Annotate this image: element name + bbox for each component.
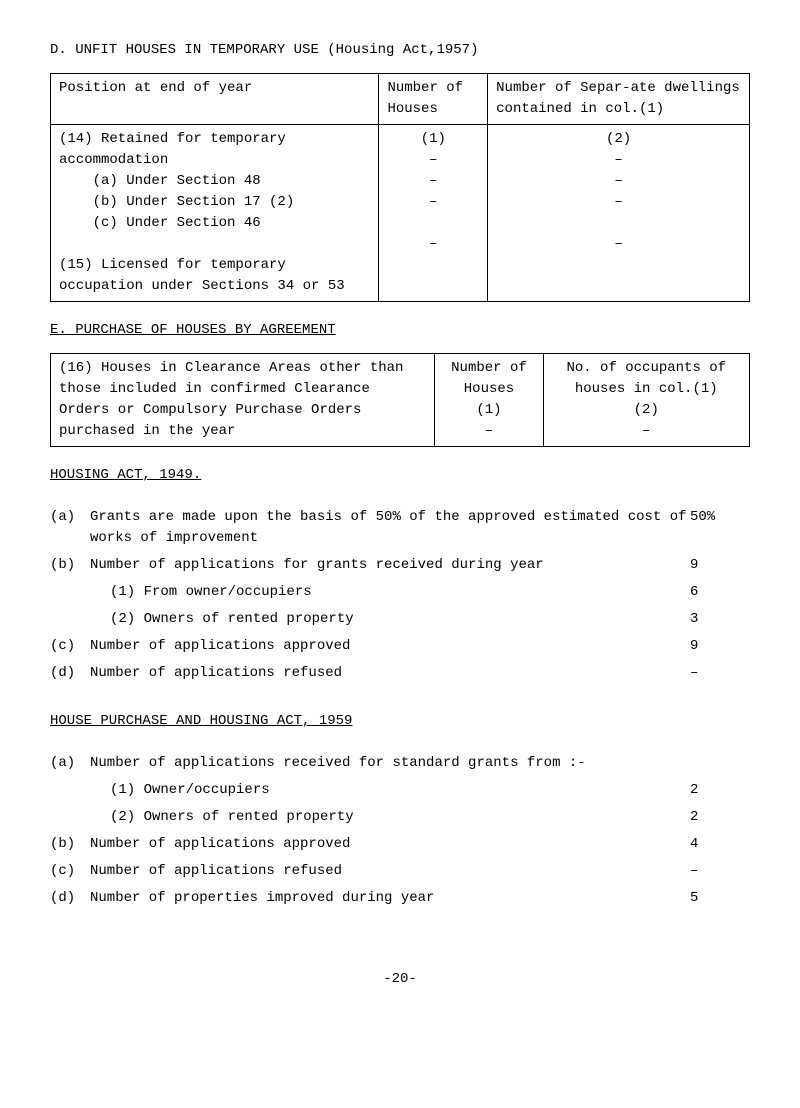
item-value: – bbox=[690, 861, 750, 882]
item-value: 2 bbox=[690, 780, 750, 801]
table-cell: No. of occupants of houses in col.(1) (2… bbox=[543, 354, 749, 447]
list-item: (d) Number of properties improved during… bbox=[50, 888, 750, 909]
item-text: (1) From owner/occupiers bbox=[110, 582, 690, 603]
list-item: (b) Number of applications for grants re… bbox=[50, 555, 750, 576]
item-value: 5 bbox=[690, 888, 750, 909]
item-value: 9 bbox=[690, 555, 750, 576]
list-item: (a) Number of applications received for … bbox=[50, 753, 750, 774]
list-item: (2) Owners of rented property 3 bbox=[50, 609, 750, 630]
item-text: Number of applications approved bbox=[90, 636, 690, 657]
list-item: (a) Grants are made upon the basis of 50… bbox=[50, 507, 750, 549]
table-row: Position at end of year Number of Houses… bbox=[51, 74, 750, 125]
item-value: 3 bbox=[690, 609, 750, 630]
item-text: (1) Owner/occupiers bbox=[110, 780, 690, 801]
table-e: (16) Houses in Clearance Areas other tha… bbox=[50, 353, 750, 447]
section-e-heading: E. PURCHASE OF HOUSES BY AGREEMENT bbox=[50, 320, 750, 341]
item-label: (d) bbox=[50, 888, 90, 909]
list-item: (2) Owners of rented property 2 bbox=[50, 807, 750, 828]
item-text: (2) Owners of rented property bbox=[110, 609, 690, 630]
item-value: – bbox=[690, 663, 750, 684]
table-cell: (16) Houses in Clearance Areas other tha… bbox=[51, 354, 435, 447]
list-item: (d) Number of applications refused – bbox=[50, 663, 750, 684]
list-item: (1) From owner/occupiers 6 bbox=[50, 582, 750, 603]
item-text: Grants are made upon the basis of 50% of… bbox=[90, 507, 690, 549]
item-label: (a) bbox=[50, 753, 90, 774]
item-text: (2) Owners of rented property bbox=[110, 807, 690, 828]
table-header-cell: Position at end of year bbox=[51, 74, 379, 125]
item-text: Number of applications received for stan… bbox=[90, 753, 690, 774]
item-label: (a) bbox=[50, 507, 90, 549]
item-label: (c) bbox=[50, 861, 90, 882]
table-row: (14) Retained for temporary accommodatio… bbox=[51, 125, 750, 302]
item-label: (d) bbox=[50, 663, 90, 684]
item-text: Number of applications approved bbox=[90, 834, 690, 855]
page-number: -20- bbox=[50, 969, 750, 990]
table-row: (16) Houses in Clearance Areas other tha… bbox=[51, 354, 750, 447]
item-value bbox=[690, 753, 750, 774]
table-cell: Number of Houses (1) – bbox=[435, 354, 543, 447]
table-d: Position at end of year Number of Houses… bbox=[50, 73, 750, 302]
table-header-cell: Number of Separ-ate dwellings contained … bbox=[488, 74, 750, 125]
table-cell: (1) – – – – bbox=[379, 125, 488, 302]
item-label: (b) bbox=[50, 555, 90, 576]
table-cell: (2) – – – – bbox=[488, 125, 750, 302]
section-d-heading: D. UNFIT HOUSES IN TEMPORARY USE (Housin… bbox=[50, 40, 750, 61]
item-value: 2 bbox=[690, 807, 750, 828]
table-cell: (14) Retained for temporary accommodatio… bbox=[51, 125, 379, 302]
item-value: 50% bbox=[690, 507, 750, 549]
list-item: (b) Number of applications approved 4 bbox=[50, 834, 750, 855]
item-value: 6 bbox=[690, 582, 750, 603]
list-item: (1) Owner/occupiers 2 bbox=[50, 780, 750, 801]
item-text: Number of applications for grants receiv… bbox=[90, 555, 690, 576]
item-label: (c) bbox=[50, 636, 90, 657]
item-value: 4 bbox=[690, 834, 750, 855]
housing-act-1959-heading: HOUSE PURCHASE AND HOUSING ACT, 1959 bbox=[50, 711, 750, 732]
item-text: Number of properties improved during yea… bbox=[90, 888, 690, 909]
housing-act-1949-heading: HOUSING ACT, 1949. bbox=[50, 465, 750, 486]
table-header-cell: Number of Houses bbox=[379, 74, 488, 125]
item-text: Number of applications refused bbox=[90, 861, 690, 882]
list-item: (c) Number of applications approved 9 bbox=[50, 636, 750, 657]
item-label: (b) bbox=[50, 834, 90, 855]
item-text: Number of applications refused bbox=[90, 663, 690, 684]
item-value: 9 bbox=[690, 636, 750, 657]
list-item: (c) Number of applications refused – bbox=[50, 861, 750, 882]
